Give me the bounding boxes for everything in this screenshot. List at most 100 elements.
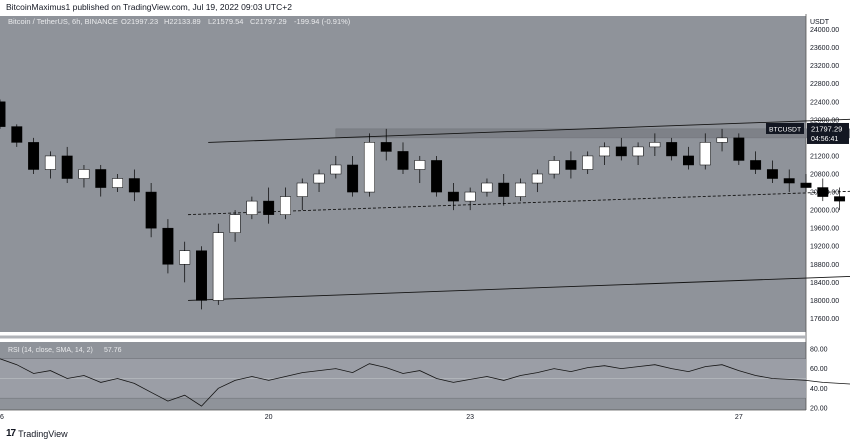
channel-middle-line — [188, 190, 850, 216]
y-tick-label: 22000.00 — [810, 117, 839, 124]
candle-down — [447, 191, 459, 202]
symbol-tag — [766, 122, 804, 134]
candle-up — [582, 155, 594, 170]
y-tick-label: 20800.00 — [810, 172, 839, 179]
tradingview-logo-icon: 17 — [6, 428, 16, 439]
x-tick-label: 27 — [735, 414, 743, 421]
candle-down — [817, 187, 829, 197]
symbol-tag-label: BTCUSDT — [769, 126, 801, 133]
candle-up — [212, 232, 224, 301]
candle-up — [632, 146, 644, 157]
candle-up — [515, 182, 526, 197]
candle-down — [800, 182, 812, 188]
candle-down — [733, 137, 745, 161]
currency-label: USDT — [810, 19, 830, 26]
candle-up — [112, 178, 123, 188]
top-bar: BitcoinMaximus1 published on TradingView… — [0, 0, 850, 14]
y-tick-label: 23600.00 — [810, 45, 839, 52]
tradingview-branding[interactable]: 17 TradingView — [6, 428, 68, 439]
y-tick-label: 23200.00 — [810, 63, 839, 70]
y-tick-label: 22400.00 — [810, 99, 839, 106]
candle-up — [330, 164, 342, 175]
y-tick-label: 18000.00 — [810, 298, 839, 305]
rsi-tick-label: 80.00 — [810, 346, 828, 353]
candle-down — [145, 191, 157, 229]
candle-down — [431, 160, 443, 193]
candle-down — [397, 151, 409, 170]
tradingview-name: TradingView — [18, 428, 68, 439]
candle-up — [280, 196, 291, 215]
candle-down — [750, 160, 762, 170]
x-tick-label: 20 — [265, 414, 273, 421]
candle-down — [263, 200, 275, 215]
open-value: O21997.23 — [121, 17, 158, 26]
candle-up — [481, 182, 493, 193]
publisher-credit: BitcoinMaximus1 published on TradingView… — [6, 2, 292, 12]
candle-up — [548, 160, 560, 175]
candle-down — [28, 142, 40, 170]
candle-up — [44, 155, 56, 170]
candle-up — [179, 250, 191, 265]
candle-down — [783, 178, 795, 184]
x-tick-label: 23 — [466, 414, 474, 421]
y-tick-label: 19200.00 — [810, 244, 839, 251]
candle-up — [531, 173, 543, 184]
candle-down — [196, 250, 207, 301]
candle-countdown: 04:56:41 — [811, 136, 838, 143]
candle-down — [11, 126, 23, 143]
candle-up — [649, 142, 661, 148]
close-value: C21797.29 — [250, 17, 287, 26]
y-tick-label: 17600.00 — [810, 316, 839, 323]
candle-down — [95, 169, 107, 188]
candle-up — [699, 142, 711, 166]
candle-down — [61, 155, 73, 179]
rsi-tick-label: 40.00 — [810, 386, 828, 393]
candle-up — [78, 169, 90, 179]
candle-down — [615, 146, 627, 157]
candle-up — [296, 182, 308, 197]
y-tick-label: 19600.00 — [810, 226, 839, 233]
low-value: L21579.54 — [208, 17, 243, 26]
candle-up — [599, 146, 610, 157]
candle-up — [363, 142, 375, 193]
resistance-zone — [335, 128, 850, 139]
rsi-tick-label: 20.00 — [810, 406, 828, 413]
change-value: -199.94 (-0.91%) — [294, 17, 351, 26]
bottom-bar — [0, 424, 850, 444]
candle-down — [666, 142, 678, 157]
y-tick-label: 21200.00 — [810, 153, 839, 160]
rsi-value: 57.76 — [104, 347, 122, 354]
y-tick-label: 22800.00 — [810, 81, 839, 88]
chart-canvas[interactable]: Bitcoin / TetherUS, 6h, BINANCE O21997.23… — [0, 14, 850, 424]
price-axis-background — [806, 14, 850, 410]
candle-down — [565, 160, 577, 170]
last-price-tag — [807, 122, 849, 144]
candle-up — [229, 214, 241, 233]
y-tick-label: 18800.00 — [810, 262, 839, 269]
candle-down — [834, 196, 846, 202]
channel-upper-line — [208, 118, 850, 143]
candle-up — [464, 191, 476, 202]
candle-down — [347, 164, 359, 193]
candle-down — [380, 142, 392, 152]
candle-down — [128, 178, 140, 193]
candle-up — [313, 173, 325, 184]
candle-down — [683, 155, 694, 166]
candle-down — [498, 182, 510, 197]
candle-down — [162, 227, 174, 265]
channel-lower-line — [188, 276, 850, 301]
rsi-tick-label: 60.00 — [810, 366, 828, 373]
candle-up — [414, 160, 426, 170]
candle-up — [246, 200, 258, 215]
y-tick-label: 24000.00 — [810, 27, 839, 34]
high-value: H22133.89 — [164, 17, 201, 26]
y-tick-label: 20000.00 — [810, 208, 839, 215]
candle-up — [716, 137, 728, 143]
symbol-label: Bitcoin / TetherUS, 6h, BINANCE — [8, 17, 118, 26]
last-price-value: 21797.29 — [811, 124, 842, 133]
x-tick-label: 16 — [0, 414, 4, 421]
candle-down — [766, 169, 778, 179]
rsi-label: RSI (14, close, SMA, 14, 2) — [8, 347, 93, 354]
y-tick-label: 18400.00 — [810, 280, 839, 287]
candle-down — [0, 101, 6, 127]
